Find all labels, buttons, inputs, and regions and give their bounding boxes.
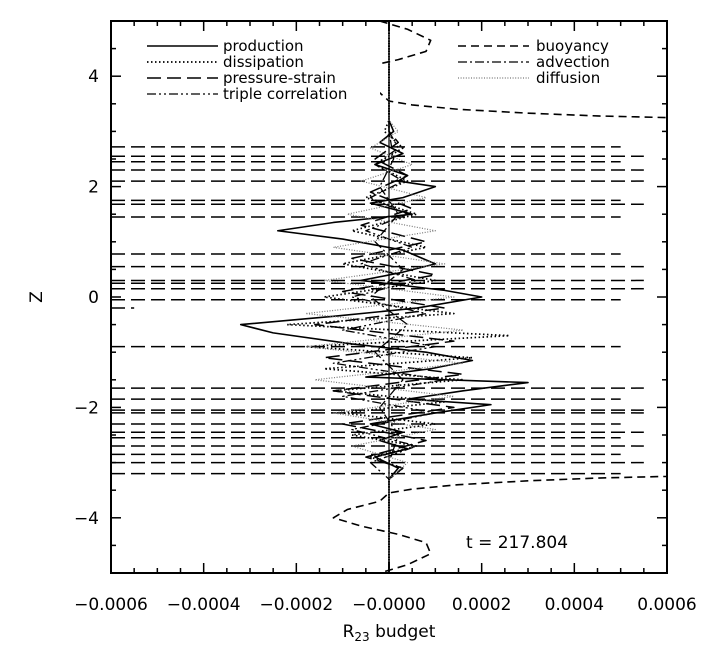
- x-tick-label: 0.0006: [637, 595, 696, 615]
- x-axis-label-subscript: 23: [354, 630, 369, 644]
- x-tick-label: −0.0002: [259, 595, 333, 615]
- series-line-triple-correlation: [332, 21, 446, 573]
- legend-label: buoyancy: [536, 37, 609, 55]
- y-tick-label: 4: [88, 67, 99, 87]
- x-axis-label-rest: budget: [370, 622, 436, 642]
- series-layer: [111, 21, 667, 573]
- legend-label: production: [223, 37, 304, 55]
- legend-item-advection: advection: [458, 53, 610, 71]
- legend-item-dissipation: dissipation: [147, 53, 304, 71]
- x-axis-label: R23 budget: [343, 622, 436, 644]
- x-tick-label: 0.0004: [545, 595, 604, 615]
- y-tick-label: 0: [88, 288, 99, 308]
- y-axis-label: Z: [27, 291, 47, 303]
- legend-label: pressure-strain: [223, 69, 336, 87]
- series-line-advection: [369, 21, 409, 573]
- legend-background-left: [140, 36, 380, 106]
- tick-labels-layer: −0.0006 −0.0004 −0.0002 −0.0000 0.0002 0.0004…: [74, 67, 697, 615]
- time-annotation: t = 217.804: [466, 533, 568, 553]
- legend-item-production: production: [147, 37, 304, 55]
- series-line-diffusion: [305, 21, 464, 573]
- series-line-buoyancy: [332, 21, 667, 573]
- legend-label: advection: [536, 53, 610, 71]
- x-tick-label: 0.0002: [452, 595, 511, 615]
- legend-item-triple-correlation: triple correlation: [147, 85, 347, 103]
- x-tick-label: −0.0000: [352, 595, 426, 615]
- ticks-layer: [110, 20, 668, 574]
- y-tick-label: −4: [74, 509, 99, 529]
- legend-item-diffusion: diffusion: [458, 69, 600, 87]
- x-tick-label: −0.0006: [74, 595, 148, 615]
- legend-label: dissipation: [223, 53, 304, 71]
- x-tick-label: −0.0004: [167, 595, 241, 615]
- y-tick-label: −2: [74, 398, 99, 418]
- legend-label: diffusion: [536, 69, 600, 87]
- y-tick-label: 2: [88, 178, 99, 198]
- legend-label: triple correlation: [223, 85, 347, 103]
- series-line-production: [239, 21, 529, 573]
- legend-item-buoyancy: buoyancy: [458, 37, 609, 55]
- legend-item-pressure-strain: pressure-strain: [147, 69, 336, 87]
- series-line-pressure-strain: [314, 21, 464, 573]
- x-axis-label-main: R: [343, 622, 355, 642]
- legend: productiondissipationpressure-straintrip…: [140, 36, 616, 106]
